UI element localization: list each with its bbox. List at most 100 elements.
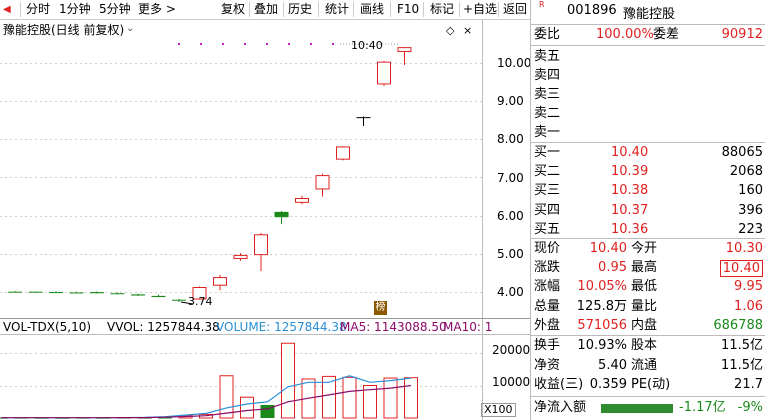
sell-row-1[interactable]: 卖五 bbox=[531, 48, 765, 66]
quote-value: 10.05% bbox=[577, 279, 627, 295]
stat-value: 0.359 bbox=[589, 377, 627, 392]
candle-body bbox=[69, 292, 84, 294]
buy-volume: 88065 bbox=[721, 145, 763, 160]
candle-body bbox=[397, 47, 412, 52]
history-button[interactable]: 历史 bbox=[288, 2, 313, 16]
draw-line-button[interactable]: 画线 bbox=[360, 2, 385, 16]
quote-value: 686788 bbox=[713, 317, 763, 333]
volume-bar bbox=[342, 376, 357, 419]
overlay-button[interactable]: 叠加 bbox=[254, 2, 279, 16]
netflow-row: 净流入额 -1.17亿 -9% bbox=[531, 399, 765, 417]
list-badge-icon[interactable]: 榜 bbox=[374, 301, 387, 315]
quote-label: 涨幅 bbox=[534, 279, 561, 295]
restore-rights-button[interactable]: 复权 bbox=[221, 2, 246, 16]
buy-price: 10.37 bbox=[611, 202, 649, 218]
kline-svg[interactable] bbox=[0, 20, 530, 420]
limit-dot bbox=[244, 43, 246, 45]
quote-label: 今开 bbox=[631, 241, 658, 256]
stat-label: 净资 bbox=[534, 357, 561, 373]
quote-value: 0.95 bbox=[598, 260, 627, 276]
price-tick-label: 9.00 bbox=[497, 94, 524, 109]
quote-label: 总量 bbox=[534, 298, 561, 314]
buy-label: 买二 bbox=[534, 164, 561, 180]
f10-button[interactable]: F10 bbox=[397, 2, 420, 16]
candle-body bbox=[49, 292, 63, 294]
low-arrow bbox=[180, 301, 194, 305]
netflow-pct: -9% bbox=[737, 400, 763, 415]
tab-1min[interactable]: 1分钟 bbox=[59, 2, 91, 16]
candle-body bbox=[336, 146, 350, 160]
mark-button[interactable]: 标记 bbox=[430, 2, 455, 16]
price-tick-label: 7.00 bbox=[497, 170, 524, 185]
quote-row: 外盘 571056 内盘 686788 bbox=[531, 317, 765, 335]
buy-row-1[interactable]: 买一 10.40 88065 bbox=[531, 144, 765, 162]
quote-value: 10.40 bbox=[719, 260, 763, 278]
quote-label: 最低 bbox=[631, 279, 658, 295]
buy-row-2[interactable]: 买二 10.39 2068 bbox=[531, 163, 765, 181]
stat-row: 换手 10.93% 股本 11.5亿 bbox=[531, 337, 765, 355]
chevron-down-icon[interactable]: ⌄ bbox=[126, 23, 135, 34]
sell-row-5[interactable]: 卖一 bbox=[531, 124, 765, 142]
return-button[interactable]: 返回 bbox=[503, 2, 528, 16]
back-arrow-icon[interactable]: ◀ bbox=[3, 4, 11, 15]
price-tick-label: 8.00 bbox=[497, 132, 524, 147]
buy-row-4[interactable]: 买四 10.37 396 bbox=[531, 202, 765, 220]
quote-row: 总量 125.8万 量比 1.06 bbox=[531, 298, 765, 316]
candle-body bbox=[28, 291, 43, 293]
tab-5min[interactable]: 5分钟 bbox=[99, 2, 131, 16]
sell-row-3[interactable]: 卖三 bbox=[531, 86, 765, 104]
volume-tick-10000: 10000 bbox=[492, 375, 531, 389]
sell-row-2[interactable]: 卖四 bbox=[531, 67, 765, 85]
volume-unit: X100 bbox=[481, 403, 516, 417]
diamond-icon[interactable]: ◇ bbox=[446, 24, 455, 37]
candle-body bbox=[192, 287, 207, 300]
volume-bar bbox=[158, 417, 172, 419]
sell-row-4[interactable]: 卖二 bbox=[531, 105, 765, 123]
tab-more[interactable]: 更多 > bbox=[138, 2, 176, 16]
buy-row-3[interactable]: 买三 10.38 160 bbox=[531, 182, 765, 200]
stat-value: 10.93% bbox=[577, 338, 627, 353]
kline-chart-panel[interactable]: ◀ 分时 1分钟 5分钟 更多 > 复权 叠加 历史 统计 画线 F10 标记 … bbox=[0, 0, 531, 420]
sell-label: 卖三 bbox=[534, 87, 561, 102]
candle-body bbox=[131, 294, 145, 296]
netflow-label: 净流入额 bbox=[534, 400, 587, 415]
buy-label: 买三 bbox=[534, 183, 561, 199]
buy-label: 买一 bbox=[534, 145, 561, 160]
volume-tick-20000: 20000 bbox=[492, 343, 531, 357]
stats-button[interactable]: 统计 bbox=[325, 2, 350, 16]
sell-label: 卖五 bbox=[534, 49, 561, 64]
chart-toolbar: ◀ 分时 1分钟 5分钟 更多 > 复权 叠加 历史 统计 画线 F10 标记 … bbox=[0, 0, 530, 20]
ma10-value: MA10: 1 bbox=[443, 320, 493, 334]
volume-ma-line bbox=[1, 384, 412, 419]
buy-volume: 396 bbox=[738, 202, 763, 218]
limit-dot bbox=[178, 43, 180, 45]
close-icon[interactable]: × bbox=[463, 24, 473, 37]
limit-dot bbox=[266, 43, 268, 45]
candle-body bbox=[254, 234, 268, 256]
quote-value: 1.06 bbox=[734, 298, 763, 314]
price-tick-label: 4.00 bbox=[497, 285, 524, 300]
limit-dot bbox=[200, 43, 202, 45]
quote-value: 9.95 bbox=[734, 279, 763, 295]
buy-price: 10.39 bbox=[611, 164, 649, 180]
quote-label: 现价 bbox=[534, 241, 561, 256]
candle-body bbox=[315, 175, 330, 190]
quote-label: 涨跌 bbox=[534, 260, 561, 276]
last-time-label: 10:40 bbox=[351, 39, 383, 52]
vol-indicator-label[interactable]: VOL-TDX(5,10) bbox=[3, 320, 92, 334]
quote-value: 10.40 bbox=[589, 241, 627, 256]
weibi-value: 100.00% bbox=[596, 27, 654, 42]
netflow-value: -1.17亿 bbox=[679, 400, 726, 415]
netflow-bar bbox=[601, 404, 673, 413]
buy-row-5[interactable]: 买五 10.36 223 bbox=[531, 221, 765, 239]
stock-code: 001896 bbox=[567, 3, 617, 18]
sell-label: 卖四 bbox=[534, 68, 561, 83]
volume-bar bbox=[383, 377, 398, 419]
limit-dot bbox=[222, 43, 224, 45]
add-watchlist-button[interactable]: +自选 bbox=[463, 2, 498, 16]
candle-body bbox=[274, 211, 289, 218]
low-price-label: 3.74 bbox=[188, 295, 213, 308]
price-tick-label: 5.00 bbox=[497, 246, 524, 261]
candle-body bbox=[110, 293, 125, 295]
tab-timeshare[interactable]: 分时 bbox=[26, 2, 51, 16]
